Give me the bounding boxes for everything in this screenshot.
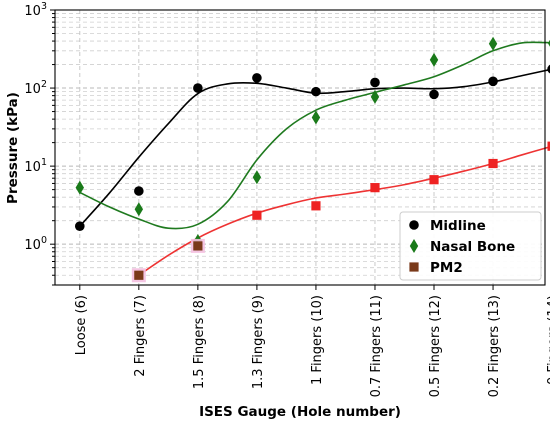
legend-pm2-label: PM2 [430, 260, 463, 276]
midline-point [547, 64, 550, 74]
plot-frame [54, 9, 546, 286]
x-tick-label: 1.3 Fingers (9) [251, 295, 266, 389]
y-tick-label: 100 [24, 235, 47, 253]
y-tick-label: 101 [24, 157, 47, 175]
midline-point [193, 83, 203, 93]
legend-box [399, 211, 542, 281]
pm2-point [547, 141, 550, 151]
y-tick-label: 103 [24, 1, 47, 19]
pm2-point [311, 201, 321, 211]
y-tick-label: 102 [24, 79, 47, 97]
midline-point [429, 89, 439, 100]
x-axis-label: ISES Gauge (Hole number) [199, 404, 401, 420]
x-tick-label: 0.7 Fingers (11) [369, 295, 384, 397]
x-tick-label: 1 Fingers (10) [310, 295, 325, 385]
axes [50, 9, 546, 290]
pm2-point [193, 241, 203, 251]
nasal-bone-point [252, 170, 262, 185]
legend-midline-marker [409, 220, 419, 230]
pm2-point [488, 158, 498, 169]
x-tick-label: 0.2 Fingers (13) [487, 295, 502, 397]
pm2-point [134, 270, 144, 280]
x-tick-label: 0.5 Fingers (12) [428, 295, 443, 397]
legend-nasal-bone-marker [409, 239, 419, 253]
midline-point [134, 186, 144, 196]
midline-point [74, 221, 85, 231]
midline-point [370, 77, 380, 88]
nasal-bone-point [134, 202, 144, 217]
midline-point [252, 73, 262, 83]
x-tick-label: 0 Fingers (14) [546, 295, 550, 385]
legend-nasal-bone-label: Nasal Bone [430, 239, 515, 255]
legend-pm2-marker [409, 262, 419, 272]
midline-point [488, 76, 498, 87]
nasal-bone-point [488, 36, 498, 51]
nasal-bone-point [311, 110, 321, 125]
nasal-bone-fit-line [79, 41, 550, 230]
pm2-point [429, 175, 439, 185]
x-tick-label: 1.5 Fingers (8) [192, 295, 207, 389]
x-tick-label: 2 Fingers (7) [133, 295, 148, 377]
nasal-bone-point [429, 52, 439, 67]
data-points [74, 36, 550, 283]
y-axis-label: Pressure (kPa) [5, 92, 21, 204]
nasal-bone-point [370, 89, 380, 104]
legend-midline-label: Midline [430, 218, 486, 234]
tick-labels: 100 101 102 103 Loose (6) 2 Fingers (7) 1.5 Fi… [24, 1, 550, 397]
x-tick-label: Loose (6) [74, 295, 89, 355]
pm2-point [370, 183, 380, 193]
pm2-point [252, 210, 262, 220]
pm2-fit-line [138, 145, 550, 276]
midline-point [311, 86, 321, 97]
legend: Midline Nasal Bone PM2 [399, 211, 542, 281]
nasal-bone-point [75, 180, 84, 195]
nasal-bone-point [547, 39, 550, 47]
